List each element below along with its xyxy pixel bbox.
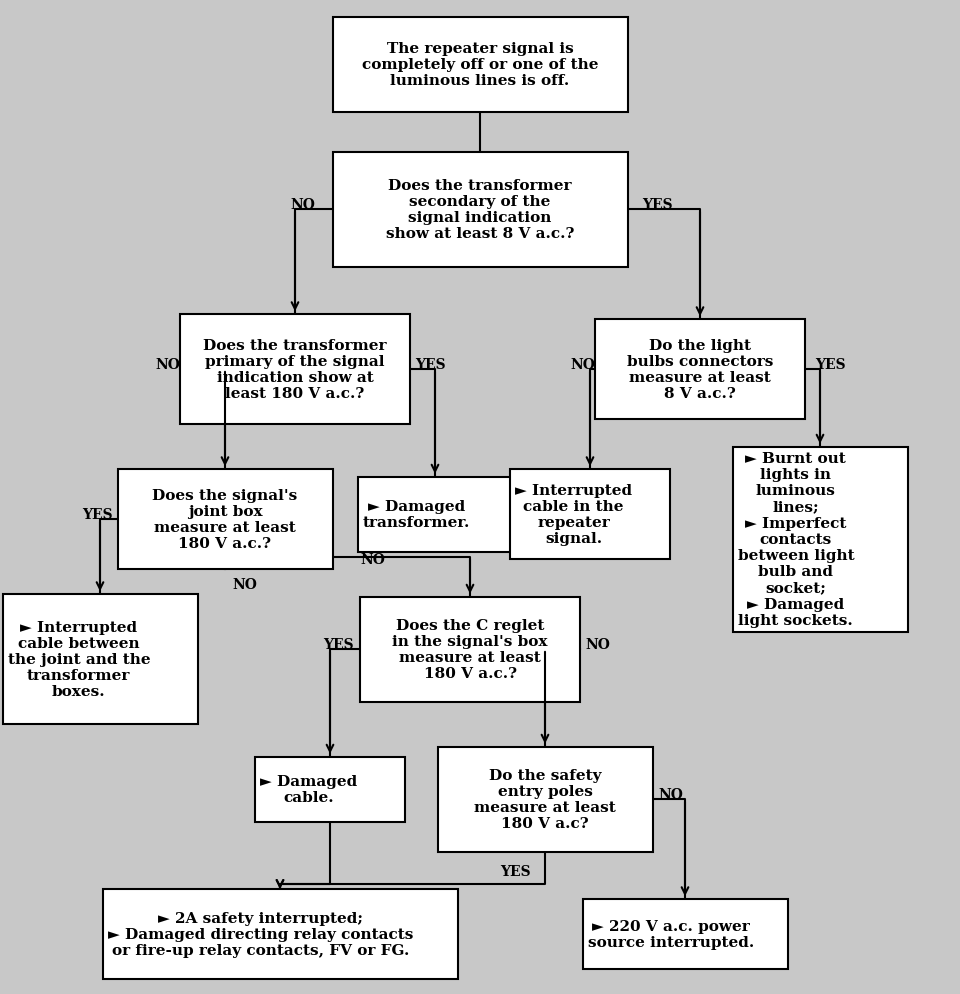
Text: YES: YES [500,865,530,879]
Text: NO: NO [570,358,595,372]
Text: Do the light
bulbs connectors
measure at least
8 V a.c.?: Do the light bulbs connectors measure at… [627,338,773,401]
Text: YES: YES [415,358,445,372]
Text: Does the C reglet
in the signal's box
measure at least
180 V a.c.?: Does the C reglet in the signal's box me… [393,618,548,681]
FancyBboxPatch shape [255,756,405,822]
FancyBboxPatch shape [103,889,458,979]
FancyBboxPatch shape [732,447,907,632]
Text: ► Interrupted
cable in the
repeater
signal.: ► Interrupted cable in the repeater sign… [515,483,632,546]
FancyBboxPatch shape [510,469,670,560]
Text: NO: NO [232,578,257,591]
Text: NO: NO [586,637,611,651]
Text: ► Burnt out
lights in
luminous
lines;
► Imperfect
contacts
between light
bulb an: ► Burnt out lights in luminous lines; ► … [737,451,854,627]
FancyBboxPatch shape [360,597,580,702]
Text: Does the transformer
primary of the signal
indication show at
least 180 V a.c.?: Does the transformer primary of the sign… [204,338,387,401]
Text: YES: YES [83,508,113,522]
FancyBboxPatch shape [180,315,410,424]
FancyBboxPatch shape [583,900,787,969]
Text: NO: NO [658,787,683,801]
Text: Does the transformer
secondary of the
signal indication
show at least 8 V a.c.?: Does the transformer secondary of the si… [386,179,574,242]
Text: ► 220 V a.c. power
source interrupted.: ► 220 V a.c. power source interrupted. [588,919,754,949]
Text: NO: NO [156,358,180,372]
FancyBboxPatch shape [595,320,805,419]
Text: ► 2A safety interrupted;
► Damaged directing relay contacts
or fire-up relay con: ► 2A safety interrupted; ► Damaged direc… [108,911,413,957]
Text: ► Damaged
cable.: ► Damaged cable. [260,774,357,804]
Text: ► Interrupted
cable between
the joint and the
transformer
boxes.: ► Interrupted cable between the joint an… [8,620,150,699]
FancyBboxPatch shape [3,594,198,725]
FancyBboxPatch shape [117,469,332,570]
Text: YES: YES [642,198,673,212]
Text: YES: YES [323,637,353,651]
Text: Does the signal's
joint box
measure at least
180 V a.c.?: Does the signal's joint box measure at l… [153,488,298,551]
Text: Do the safety
entry poles
measure at least
180 V a.c?: Do the safety entry poles measure at lea… [474,768,616,830]
FancyBboxPatch shape [438,746,653,852]
Text: NO: NO [290,198,315,212]
FancyBboxPatch shape [332,152,628,267]
FancyBboxPatch shape [332,18,628,112]
FancyBboxPatch shape [357,477,513,552]
Text: ► Damaged
transformer.: ► Damaged transformer. [363,499,469,530]
Text: The repeater signal is
completely off or one of the
luminous lines is off.: The repeater signal is completely off or… [362,42,598,88]
Text: YES: YES [815,358,846,372]
Text: NO: NO [361,553,385,567]
